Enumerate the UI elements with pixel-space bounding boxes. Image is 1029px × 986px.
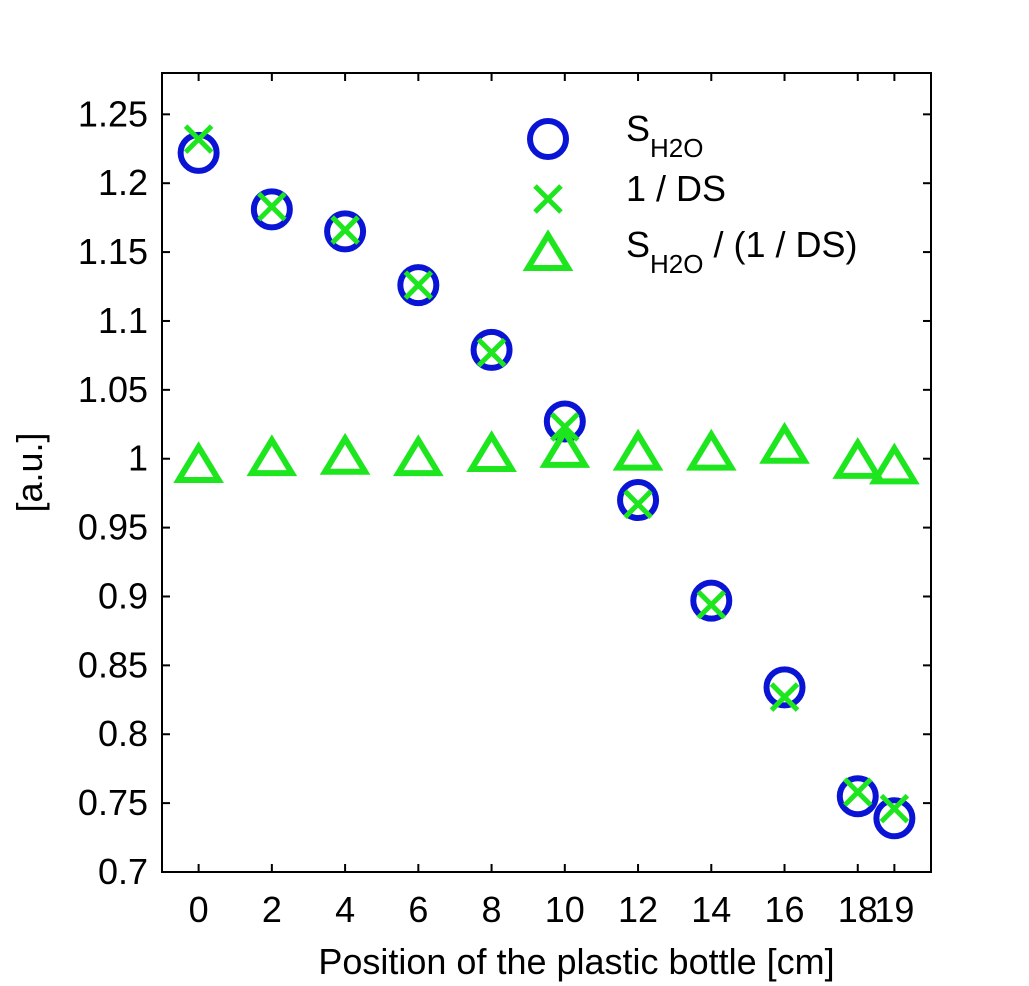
x-tick-label: 14: [691, 889, 731, 930]
data-point-x: [696, 589, 727, 620]
y-axis: 0.7 0.75 0.8 0.85 0.9 0.95 1 1.05 1.1 1.15 1.2 1.25: [78, 93, 931, 892]
data-point-circle: [836, 775, 879, 818]
x-axis-label: Position of the plastic bottle [cm]: [318, 941, 834, 982]
data-point-triangle: [869, 442, 920, 485]
data-point-x: [623, 489, 653, 519]
y-tick-label: 0.75: [78, 782, 148, 823]
y-tick-label: 0.85: [78, 644, 148, 685]
data-point-circle: [250, 188, 293, 231]
x-tick-label: 0: [189, 889, 209, 930]
x-tick-label: 2: [262, 889, 282, 930]
legend: SH2O 1 / DS SH2O / (1 / DS): [522, 108, 858, 279]
legend-entry: 1 / DS: [533, 168, 726, 214]
y-tick-label: 1.05: [78, 369, 148, 410]
data-point-circle: [470, 328, 513, 371]
y-tick-label: 0.8: [98, 713, 148, 754]
data-point-circle: [543, 400, 586, 443]
data-point-triangle: [612, 428, 664, 471]
y-tick-label: 1: [128, 438, 148, 479]
data-point-circle: [617, 479, 660, 522]
data-point-triangle: [393, 434, 444, 477]
data-point-triangle: [466, 430, 517, 472]
data-point-x: [879, 793, 910, 824]
x-tick-label: 19: [874, 889, 914, 930]
data-point-x: [330, 215, 360, 245]
data-point-circle: [324, 210, 367, 253]
data-point-circle: [873, 797, 916, 840]
y-axis-label: [a.u.]: [9, 432, 50, 512]
data-point-triangle: [759, 421, 810, 464]
series-triangle: [173, 421, 920, 485]
data-point-x: [476, 337, 507, 368]
legend-label: SH2O / (1 / DS): [626, 224, 858, 279]
y-tick-label: 0.7: [98, 851, 148, 892]
data-point-circle: [763, 666, 806, 709]
y-tick-label: 1.1: [98, 300, 148, 341]
y-tick-label: 1.2: [98, 162, 148, 203]
x-tick-label: 18: [838, 889, 878, 930]
x-tick-label: 12: [618, 889, 658, 930]
y-tick-label: 0.9: [98, 575, 148, 616]
plot-frame: [161, 72, 932, 873]
data-point-circle: [177, 131, 220, 174]
series-circle: [177, 131, 916, 840]
data-markers: [173, 124, 920, 840]
data-point-x: [550, 412, 580, 442]
data-point-triangle: [246, 434, 298, 477]
data-point-triangle: [173, 441, 224, 483]
data-point-triangle: [539, 426, 591, 468]
data-point-x: [403, 270, 434, 300]
data-point-x: [842, 777, 873, 807]
data-point-x: [257, 191, 287, 222]
data-point-x: [183, 124, 214, 154]
legend-marker-triangle: [522, 229, 574, 271]
legend-label: 1 / DS: [626, 168, 726, 209]
series-x: [183, 124, 910, 824]
data-point-circle: [397, 264, 440, 307]
y-tick-label: 1.15: [78, 231, 148, 272]
legend-entry: SH2O / (1 / DS): [522, 224, 858, 279]
legend-label: SH2O: [626, 108, 703, 163]
legend-marker-x: [533, 184, 563, 214]
x-tick-label: 8: [482, 889, 502, 930]
legend-marker-circle: [527, 118, 569, 160]
data-point-triangle: [832, 437, 884, 479]
data-point-x: [769, 682, 800, 712]
x-tick-label: 16: [765, 889, 805, 930]
y-tick-label: 1.25: [78, 93, 148, 134]
data-point-triangle: [685, 428, 737, 471]
x-tick-label: 10: [545, 889, 585, 930]
legend-entry: SH2O: [527, 108, 703, 163]
data-point-triangle: [319, 432, 371, 475]
data-point-circle: [690, 579, 733, 622]
x-tick-label: 4: [335, 889, 355, 930]
x-tick-label: 6: [408, 889, 428, 930]
y-tick-label: 0.95: [78, 507, 148, 548]
